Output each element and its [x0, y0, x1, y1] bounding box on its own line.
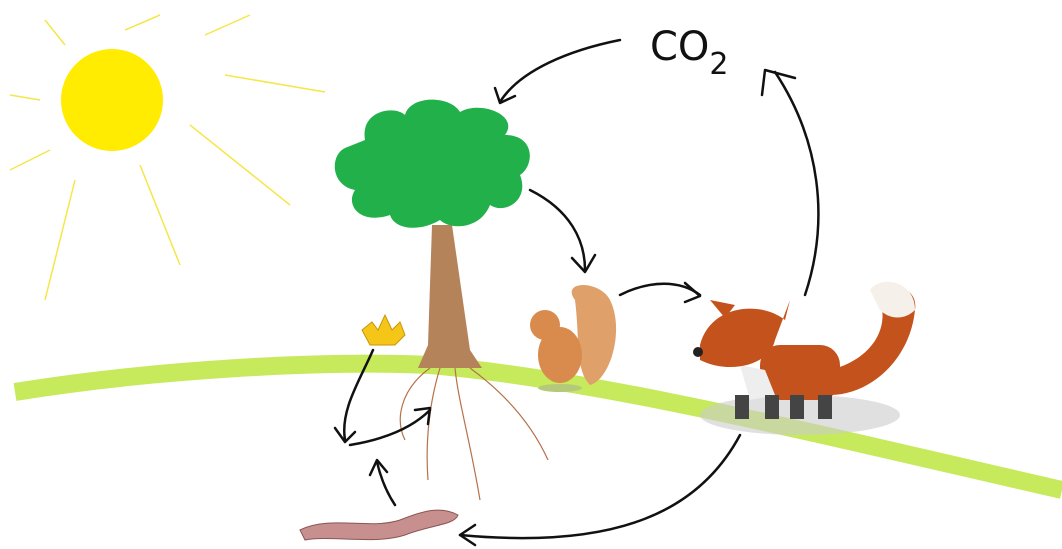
earthworm — [300, 510, 458, 540]
ground — [15, 364, 1062, 490]
page: CO2 (() => { const data = JSON.parse(doc… — [0, 0, 1062, 549]
co2-text: CO — [650, 24, 709, 70]
fox — [693, 282, 915, 435]
tree — [335, 100, 548, 500]
co2-subscript: 2 — [709, 47, 728, 82]
sun — [10, 15, 325, 300]
fallen-leaf — [362, 315, 405, 345]
co2-label: CO2 — [650, 24, 729, 82]
carbon-cycle-diagram: CO2 — [0, 0, 1062, 549]
